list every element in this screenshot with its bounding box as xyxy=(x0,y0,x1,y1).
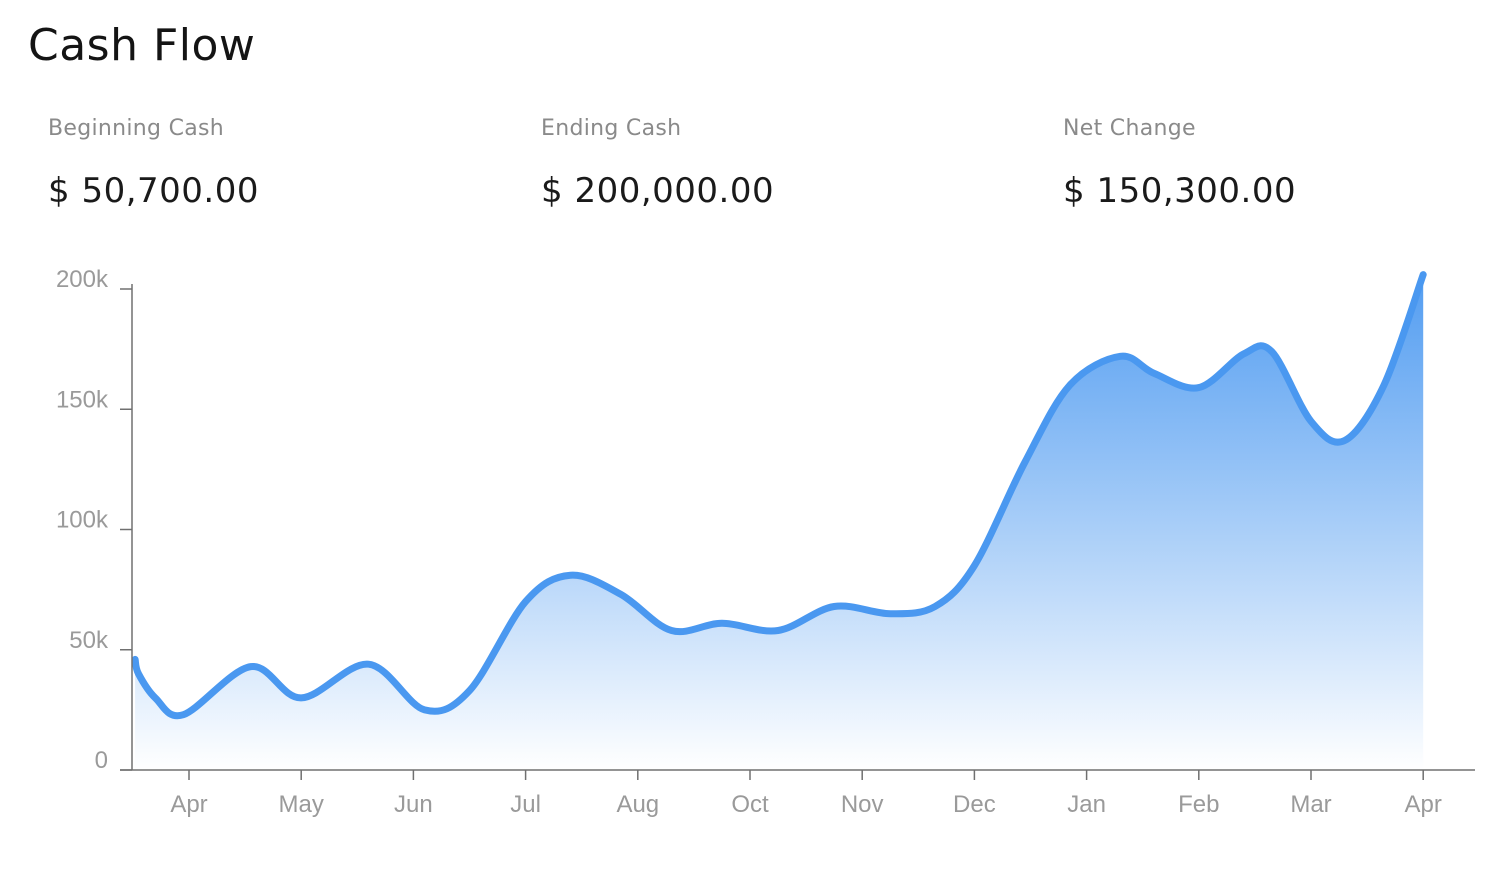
stat-label: Ending Cash xyxy=(541,116,682,141)
x-tick-label: Apr xyxy=(1405,791,1442,818)
x-tick-label: Dec xyxy=(953,791,996,818)
y-tick-label: 50k xyxy=(69,627,109,654)
x-tick-label: Nov xyxy=(841,791,884,818)
x-tick-label: Aug xyxy=(616,791,659,818)
y-tick-label: 0 xyxy=(95,747,108,774)
y-tick-label: 100k xyxy=(56,507,109,534)
series-line xyxy=(131,271,1427,720)
x-tick-label: Jul xyxy=(510,791,541,818)
x-tick-label: Apr xyxy=(170,791,207,818)
stat-ending-cash: Ending Cash $ 200,000.00 xyxy=(541,116,774,211)
stat-value: $ 50,700.00 xyxy=(48,171,259,211)
y-tick-label: 150k xyxy=(56,386,109,413)
stat-value: $ 200,000.00 xyxy=(541,171,775,211)
x-tick-label: Feb xyxy=(1178,791,1219,818)
x-tick-label: Jan xyxy=(1067,791,1106,818)
stat-label: Beginning Cash xyxy=(48,116,225,141)
stat-beginning-cash: Beginning Cash $ 50,700.00 xyxy=(48,116,259,211)
stat-value: $ 150,300.00 xyxy=(1063,171,1297,211)
x-tick-label: Mar xyxy=(1290,791,1331,818)
x-tick-label: Jun xyxy=(394,791,433,818)
stat-net-change: Net Change $ 150,300.00 xyxy=(1063,116,1296,211)
y-tick-label: 200k xyxy=(56,266,109,293)
chart-title: Cash Flow xyxy=(28,20,256,71)
x-tick-label: May xyxy=(279,791,324,818)
x-tick-label: Oct xyxy=(731,791,769,818)
series-area xyxy=(135,274,1424,770)
stat-label: Net Change xyxy=(1063,116,1196,141)
